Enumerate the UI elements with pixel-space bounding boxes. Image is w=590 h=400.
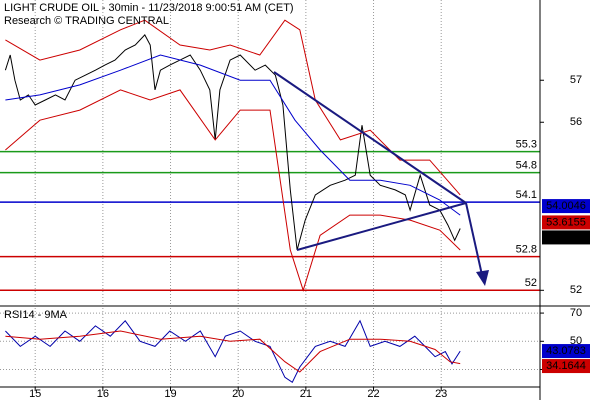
series-line bbox=[4, 34, 461, 251]
x-tick-label: 16 bbox=[97, 388, 109, 400]
x-tick-label: 21 bbox=[300, 388, 312, 400]
value-tag-label: 53.47 bbox=[552, 231, 580, 243]
trend-line bbox=[296, 202, 467, 251]
chart-subtitle: Research © TRADING CENTRAL bbox=[4, 15, 169, 27]
series-line bbox=[5, 19, 461, 196]
x-tick-label: 15 bbox=[29, 388, 41, 400]
level-label: 52 bbox=[525, 277, 537, 289]
value-tag bbox=[542, 344, 590, 359]
value-tag-label: 54.0046 bbox=[546, 200, 586, 212]
level-label: 55.3 bbox=[516, 139, 537, 151]
value-tag bbox=[542, 230, 590, 245]
value-tag-label: 43.0783 bbox=[546, 345, 586, 357]
series-line bbox=[5, 54, 461, 216]
level-label: 52.8 bbox=[516, 244, 537, 256]
plot bbox=[0, 19, 540, 384]
value-tag-label: 34.1644 bbox=[546, 360, 586, 372]
level-label: 54.1 bbox=[516, 189, 537, 201]
value-tag-label: 53.6155 bbox=[546, 216, 586, 228]
trend-line bbox=[273, 71, 467, 204]
value-tag bbox=[542, 199, 590, 214]
y-tick-label: 56 bbox=[570, 116, 582, 128]
overlay: 55.3 54.8 54.1 52.8 52 54.0046 53.6155 53.47 43.… bbox=[516, 139, 590, 374]
x-tick-label: 20 bbox=[232, 388, 244, 400]
y-tick-label: 52 bbox=[570, 284, 582, 296]
value-tag bbox=[542, 359, 590, 374]
series-line bbox=[5, 319, 461, 384]
arrow bbox=[465, 202, 483, 276]
x-tick-label: 22 bbox=[367, 388, 379, 400]
chart-title: LIGHT CRUDE OIL - 30min - 11/23/2018 9:0… bbox=[4, 2, 294, 14]
value-tag bbox=[542, 215, 590, 230]
y-tick-label: 57 bbox=[570, 74, 582, 86]
x-tick-label: 19 bbox=[164, 388, 176, 400]
series-line bbox=[5, 89, 461, 292]
y-tick-label: 70 bbox=[570, 307, 582, 319]
series-line bbox=[5, 330, 461, 373]
panel-title: RSI14 - 9MA bbox=[4, 309, 68, 321]
x-tick-label: 23 bbox=[435, 388, 447, 400]
arrow-head bbox=[476, 270, 489, 286]
level-label: 54.8 bbox=[516, 160, 537, 172]
